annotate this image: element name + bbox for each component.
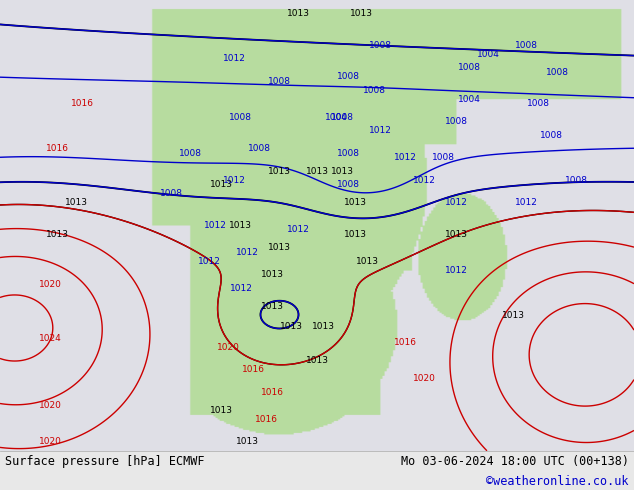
Text: 1008: 1008: [337, 180, 360, 189]
Text: 1012: 1012: [445, 198, 468, 207]
Text: 1016: 1016: [46, 144, 68, 153]
Text: Mo 03-06-2024 18:00 UTC (00+138): Mo 03-06-2024 18:00 UTC (00+138): [401, 455, 629, 468]
Text: 1008: 1008: [160, 189, 183, 198]
Text: 1012: 1012: [445, 266, 468, 275]
Text: 1020: 1020: [217, 343, 240, 352]
Text: 1004: 1004: [458, 95, 481, 104]
Text: 1012: 1012: [230, 284, 252, 293]
Text: 1024: 1024: [39, 334, 62, 343]
Text: 1008: 1008: [458, 63, 481, 72]
Text: 1008: 1008: [369, 41, 392, 49]
Text: 1020: 1020: [39, 401, 62, 410]
Text: 1008: 1008: [432, 153, 455, 162]
Text: 1008: 1008: [540, 131, 563, 140]
Text: 1013: 1013: [268, 167, 290, 176]
Text: 1013: 1013: [356, 257, 379, 266]
Text: 1020: 1020: [413, 374, 436, 383]
Text: 1012: 1012: [236, 248, 259, 257]
Text: 1008: 1008: [337, 72, 360, 81]
Text: 1008: 1008: [337, 149, 360, 158]
Text: 1004: 1004: [477, 49, 500, 59]
Text: 1013: 1013: [350, 9, 373, 18]
Text: 1016: 1016: [242, 365, 265, 374]
Text: 1016: 1016: [255, 415, 278, 424]
Text: 1008: 1008: [268, 76, 290, 86]
Text: 1020: 1020: [39, 437, 62, 446]
Text: 1016: 1016: [261, 388, 284, 397]
Text: 1012: 1012: [204, 221, 227, 230]
Text: 1012: 1012: [515, 198, 538, 207]
Text: 1008: 1008: [249, 144, 271, 153]
Text: 1016: 1016: [394, 338, 417, 347]
Text: 1008: 1008: [566, 176, 588, 185]
Text: 1008: 1008: [515, 41, 538, 49]
Text: 1012: 1012: [198, 257, 221, 266]
Text: 1012: 1012: [369, 126, 392, 135]
Text: 1004: 1004: [325, 113, 347, 122]
Text: 1008: 1008: [179, 149, 202, 158]
Text: 1008: 1008: [547, 68, 569, 76]
Text: 1020: 1020: [39, 279, 62, 289]
Text: 1013: 1013: [261, 270, 284, 279]
Text: 1013: 1013: [210, 180, 233, 189]
Text: 1013: 1013: [46, 230, 68, 239]
Text: 1013: 1013: [230, 221, 252, 230]
Text: 1008: 1008: [527, 99, 550, 108]
Text: 1013: 1013: [287, 9, 309, 18]
Text: 1013: 1013: [268, 244, 290, 252]
Text: 1016: 1016: [71, 99, 94, 108]
Text: 1013: 1013: [312, 322, 335, 331]
Text: 1012: 1012: [394, 153, 417, 162]
Text: 1008: 1008: [445, 117, 468, 126]
Text: 1013: 1013: [306, 356, 328, 365]
Text: 1012: 1012: [287, 225, 309, 234]
Text: 1013: 1013: [280, 322, 303, 331]
Text: 1013: 1013: [306, 167, 328, 176]
Text: 1013: 1013: [344, 198, 366, 207]
Text: 1012: 1012: [413, 176, 436, 185]
Text: 1008: 1008: [230, 113, 252, 122]
Text: 1013: 1013: [210, 406, 233, 415]
Text: 1013: 1013: [236, 437, 259, 446]
Text: 1008: 1008: [363, 86, 385, 95]
Text: 1013: 1013: [65, 198, 87, 207]
Text: ©weatheronline.co.uk: ©weatheronline.co.uk: [486, 475, 629, 488]
Text: 1013: 1013: [445, 230, 468, 239]
Text: Surface pressure [hPa] ECMWF: Surface pressure [hPa] ECMWF: [5, 455, 205, 468]
Text: 1008: 1008: [331, 113, 354, 122]
Text: 1013: 1013: [502, 311, 525, 320]
Text: 1013: 1013: [344, 230, 366, 239]
Text: 1012: 1012: [223, 54, 246, 63]
Text: 1013: 1013: [331, 167, 354, 176]
Text: 1013: 1013: [261, 302, 284, 311]
Text: 1012: 1012: [223, 176, 246, 185]
